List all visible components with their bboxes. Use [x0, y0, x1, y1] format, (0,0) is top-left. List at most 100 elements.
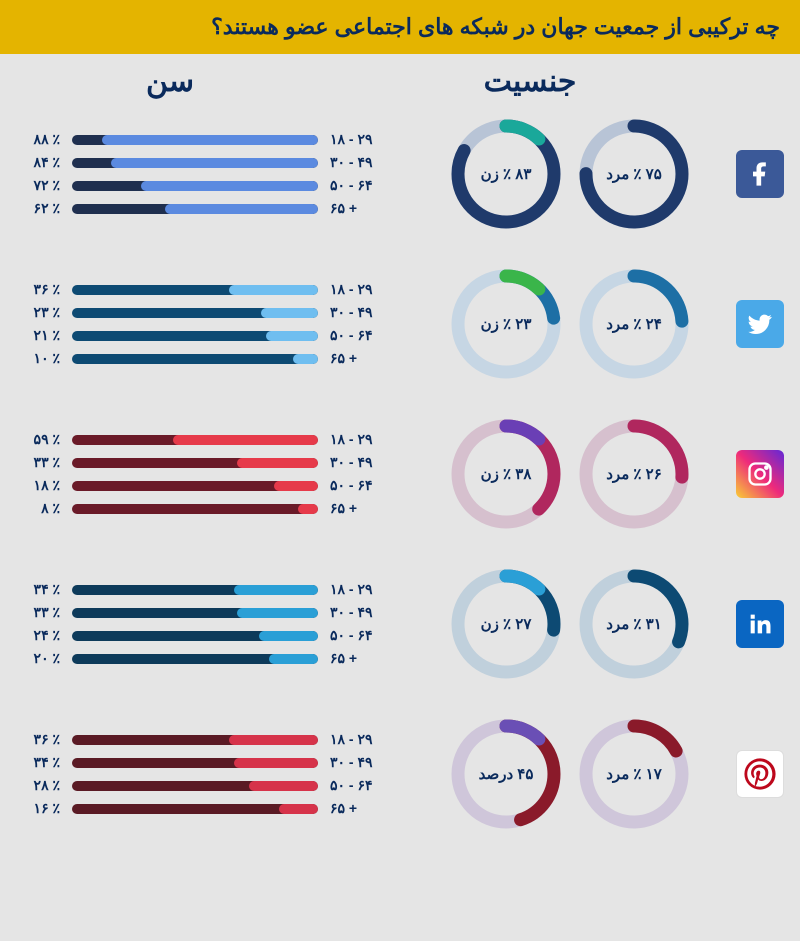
age-pct-label: ۷۲ ٪ — [10, 177, 60, 194]
age-bar-row: ۱۸ - ۲۹ ۳۶ ٪ — [10, 281, 390, 298]
age-bar-track — [72, 804, 318, 814]
age-bar-fill — [102, 135, 318, 145]
age-bar-fill — [111, 158, 318, 168]
age-bars: ۱۸ - ۲۹ ۳۶ ٪ ۳۰ - ۴۹ ۳۴ ٪ ۵۰ - ۶۴ ۲۸ ٪ ۶… — [0, 725, 420, 823]
age-pct-label: ۳۶ ٪ — [10, 281, 60, 298]
male-donut-label: ۲۶ ٪ مرد — [579, 419, 689, 529]
male-donut: ۲۴ ٪ مرد — [579, 269, 689, 379]
age-bar-track — [72, 654, 318, 664]
male-donut: ۷۵ ٪ مرد — [579, 119, 689, 229]
age-range-label: ۶۵ + — [330, 200, 390, 217]
age-bar-fill — [237, 608, 318, 618]
age-bars: ۱۸ - ۲۹ ۵۹ ٪ ۳۰ - ۴۹ ۳۳ ٪ ۵۰ - ۶۴ ۱۸ ٪ ۶… — [0, 425, 420, 523]
age-range-label: ۵۰ - ۶۴ — [330, 777, 390, 794]
age-bar-fill — [165, 204, 318, 214]
age-pct-label: ۲۱ ٪ — [10, 327, 60, 344]
facebook-icon — [736, 150, 784, 198]
age-bar-row: ۶۵ + ۶۲ ٪ — [10, 200, 390, 217]
age-bar-track — [72, 158, 318, 168]
age-range-label: ۳۰ - ۴۹ — [330, 304, 390, 321]
age-pct-label: ۱۰ ٪ — [10, 350, 60, 367]
network-row-pinterest: ۱۷ ٪ مرد ۴۵ درصد ۱۸ - ۲۹ ۳۶ ٪ ۳۰ - ۴۹ ۳۴… — [0, 709, 800, 859]
male-donut-label: ۱۷ ٪ مرد — [579, 719, 689, 829]
age-pct-label: ۱۶ ٪ — [10, 800, 60, 817]
age-bar-track — [72, 331, 318, 341]
age-pct-label: ۲۸ ٪ — [10, 777, 60, 794]
age-bar-row: ۵۰ - ۶۴ ۲۴ ٪ — [10, 627, 390, 644]
age-bar-track — [72, 758, 318, 768]
age-bar-row: ۶۵ + ۱۶ ٪ — [10, 800, 390, 817]
age-bar-fill — [274, 481, 318, 491]
linkedin-icon — [736, 600, 784, 648]
age-bar-track — [72, 504, 318, 514]
age-bar-track — [72, 735, 318, 745]
age-bar-fill — [141, 181, 318, 191]
age-range-label: ۱۸ - ۲۹ — [330, 281, 390, 298]
age-bar-track — [72, 285, 318, 295]
age-bar-fill — [173, 435, 318, 445]
age-bar-row: ۶۵ + ۲۰ ٪ — [10, 650, 390, 667]
male-donut-label: ۷۵ ٪ مرد — [579, 119, 689, 229]
age-range-label: ۳۰ - ۴۹ — [330, 454, 390, 471]
age-bar-track — [72, 204, 318, 214]
age-bar-track — [72, 308, 318, 318]
age-bar-fill — [234, 758, 318, 768]
network-row-instagram: ۲۶ ٪ مرد ۳۸ ٪ زن ۱۸ - ۲۹ ۵۹ ٪ ۳۰ - ۴۹ ۳۳… — [0, 409, 800, 559]
age-range-label: ۱۸ - ۲۹ — [330, 131, 390, 148]
male-donut-label: ۳۱ ٪ مرد — [579, 569, 689, 679]
age-bar-fill — [249, 781, 318, 791]
age-pct-label: ۳۳ ٪ — [10, 454, 60, 471]
male-donut: ۱۷ ٪ مرد — [579, 719, 689, 829]
age-range-label: ۱۸ - ۲۹ — [330, 731, 390, 748]
age-bar-fill — [298, 504, 318, 514]
age-bar-track — [72, 608, 318, 618]
female-donut: ۲۷ ٪ زن — [451, 569, 561, 679]
female-donut: ۲۳ ٪ زن — [451, 269, 561, 379]
age-range-label: ۶۵ + — [330, 500, 390, 517]
age-bar-track — [72, 631, 318, 641]
age-pct-label: ۸۸ ٪ — [10, 131, 60, 148]
network-row-twitter: ۲۴ ٪ مرد ۲۳ ٪ زن ۱۸ - ۲۹ ۳۶ ٪ ۳۰ - ۴۹ ۲۳… — [0, 259, 800, 409]
age-bar-row: ۳۰ - ۴۹ ۸۴ ٪ — [10, 154, 390, 171]
female-donut-label: ۲۷ ٪ زن — [451, 569, 561, 679]
age-range-label: ۵۰ - ۶۴ — [330, 327, 390, 344]
female-donut: ۸۳ ٪ زن — [451, 119, 561, 229]
age-range-label: ۵۰ - ۶۴ — [330, 477, 390, 494]
age-bar-track — [72, 354, 318, 364]
male-donut: ۳۱ ٪ مرد — [579, 569, 689, 679]
age-pct-label: ۵۹ ٪ — [10, 431, 60, 448]
age-range-label: ۶۵ + — [330, 650, 390, 667]
age-bar-row: ۱۸ - ۲۹ ۵۹ ٪ — [10, 431, 390, 448]
age-range-label: ۳۰ - ۴۹ — [330, 154, 390, 171]
network-row-linkedin: ۳۱ ٪ مرد ۲۷ ٪ زن ۱۸ - ۲۹ ۳۴ ٪ ۳۰ - ۴۹ ۳۳… — [0, 559, 800, 709]
gender-header: جنسیت — [340, 64, 720, 99]
female-donut: ۳۸ ٪ زن — [451, 419, 561, 529]
age-bar-fill — [234, 585, 318, 595]
age-range-label: ۶۵ + — [330, 350, 390, 367]
age-range-label: ۶۵ + — [330, 800, 390, 817]
female-donut-label: ۸۳ ٪ زن — [451, 119, 561, 229]
age-bar-track — [72, 135, 318, 145]
age-range-label: ۱۸ - ۲۹ — [330, 431, 390, 448]
age-pct-label: ۸۴ ٪ — [10, 154, 60, 171]
age-bar-row: ۵۰ - ۶۴ ۲۱ ٪ — [10, 327, 390, 344]
age-range-label: ۳۰ - ۴۹ — [330, 604, 390, 621]
age-pct-label: ۶۲ ٪ — [10, 200, 60, 217]
age-bar-track — [72, 585, 318, 595]
age-range-label: ۵۰ - ۶۴ — [330, 627, 390, 644]
age-bar-row: ۱۸ - ۲۹ ۳۴ ٪ — [10, 581, 390, 598]
age-range-label: ۳۰ - ۴۹ — [330, 754, 390, 771]
twitter-icon — [736, 300, 784, 348]
age-bar-fill — [269, 654, 318, 664]
age-bar-fill — [279, 804, 318, 814]
age-bar-row: ۳۰ - ۴۹ ۳۳ ٪ — [10, 604, 390, 621]
age-pct-label: ۸ ٪ — [10, 500, 60, 517]
age-bar-row: ۳۰ - ۴۹ ۳۳ ٪ — [10, 454, 390, 471]
instagram-icon — [736, 450, 784, 498]
age-bar-fill — [293, 354, 318, 364]
age-bar-row: ۵۰ - ۶۴ ۷۲ ٪ — [10, 177, 390, 194]
network-row-facebook: ۷۵ ٪ مرد ۸۳ ٪ زن ۱۸ - ۲۹ ۸۸ ٪ ۳۰ - ۴۹ ۸۴… — [0, 109, 800, 259]
age-bar-fill — [266, 331, 318, 341]
age-header: سن — [0, 64, 340, 99]
pinterest-icon — [736, 750, 784, 798]
